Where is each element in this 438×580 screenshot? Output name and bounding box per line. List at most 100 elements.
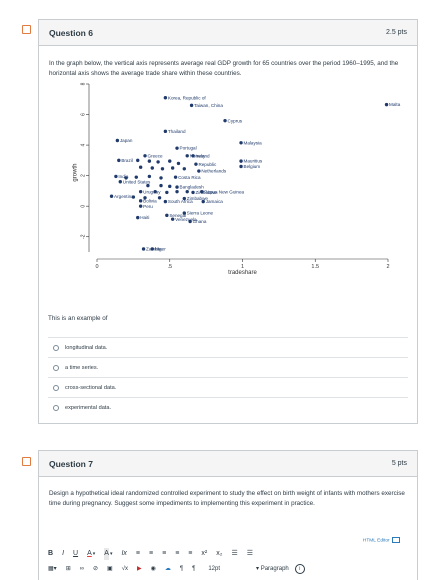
answer-option-2[interactable]: a time series. xyxy=(48,357,408,377)
point-label: Portugal xyxy=(180,146,197,151)
scatter-point xyxy=(115,138,120,143)
scatter-point xyxy=(150,247,154,251)
scatter-point xyxy=(138,189,143,194)
point-label: Ghana xyxy=(193,219,207,224)
indent-button[interactable]: ≡ xyxy=(188,550,193,557)
scatter-point xyxy=(118,180,122,184)
scatter-point xyxy=(185,154,189,158)
point-label: Venezuela xyxy=(175,217,197,222)
format-select[interactable]: ▾ Paragraph xyxy=(256,566,289,572)
y-tick-label: 4 xyxy=(80,143,86,146)
upload-icon[interactable]: ☁ xyxy=(164,566,171,572)
bullet-list-button[interactable]: ☰ xyxy=(231,550,238,557)
scatter-chart: -2 0 2 4 6 8 0 .5 1 1.5 2 tradeshare growth Korea, Re… xyxy=(50,82,406,307)
point-label: Mauritius xyxy=(244,159,263,164)
point-label: Thailand xyxy=(168,129,186,134)
scatter-point xyxy=(188,219,192,224)
scatter-point xyxy=(182,167,186,171)
point-label: Malta xyxy=(389,102,401,107)
question-prompt: In the graph below, the vertical axis re… xyxy=(49,60,399,77)
radio-button[interactable] xyxy=(53,344,59,351)
scatter-point xyxy=(160,167,165,171)
point-label: Jamaica xyxy=(206,199,224,204)
point-label: Peru xyxy=(143,204,153,209)
scatter-point xyxy=(168,159,172,163)
html-editor-link[interactable]: HTML Editor xyxy=(363,537,400,543)
scatter-point xyxy=(159,176,163,180)
point-label: South Africa xyxy=(168,199,193,204)
font-color-button[interactable]: A xyxy=(87,550,92,557)
scatter-point xyxy=(175,146,179,150)
flag-question-7-icon[interactable] xyxy=(22,457,31,466)
scatter-point xyxy=(176,161,181,166)
align-justify-button[interactable]: ≡ xyxy=(175,550,180,557)
html-editor-label: HTML Editor xyxy=(362,538,390,544)
scatter-point xyxy=(185,189,189,194)
y-axis-label: growth xyxy=(73,164,79,182)
answer-option-3[interactable]: cross-sectional data. xyxy=(48,377,408,397)
underline-button[interactable]: U xyxy=(73,550,79,557)
point-label: Bolivia xyxy=(143,198,157,203)
point-label: Brazil xyxy=(121,158,133,163)
radio-button[interactable] xyxy=(53,364,59,371)
italic-button[interactable]: I xyxy=(62,550,65,557)
point-label: Uruguay xyxy=(143,189,161,194)
align-left-button[interactable]: ≡ xyxy=(135,550,140,557)
scatter-point xyxy=(150,166,154,170)
scatter-point xyxy=(223,118,227,123)
scatter-point xyxy=(147,174,152,179)
flag-question-6-icon[interactable] xyxy=(22,25,31,34)
superscript-button[interactable]: x² xyxy=(201,550,208,557)
bold-button[interactable]: B xyxy=(48,550,54,557)
scatter-point xyxy=(134,175,138,179)
paragraph-icon[interactable]: ¶ xyxy=(192,566,196,572)
answer-option-1[interactable]: longitudinal data. xyxy=(48,337,408,357)
media-icon[interactable]: ▶ xyxy=(137,566,142,572)
scatter-point xyxy=(163,129,168,134)
point-label: Republic xyxy=(198,162,217,167)
y-tick-label: -2 xyxy=(80,234,86,239)
answer-label: experimental data. xyxy=(65,404,112,411)
scatter-point xyxy=(194,162,198,166)
highlight-dropdown[interactable]: ▾ xyxy=(109,551,113,557)
record-icon[interactable]: ◉ xyxy=(150,566,156,572)
x-tick-label: 2 xyxy=(386,264,389,270)
highlight-button[interactable]: A xyxy=(104,548,109,560)
unlink-icon[interactable]: ⊘ xyxy=(93,566,99,572)
scatter-point xyxy=(146,183,150,188)
point-label: Argentina xyxy=(114,194,134,199)
table-icon[interactable]: ▦▾ xyxy=(48,566,57,572)
point-label: Papua New Guinea xyxy=(204,189,244,194)
image-icon[interactable]: ▣ xyxy=(107,566,113,572)
question-header: Question 7 5 pts xyxy=(39,451,417,477)
accessibility-icon[interactable]: i xyxy=(294,564,305,574)
scatter-point xyxy=(163,199,168,204)
answer-label: cross-sectional data. xyxy=(65,384,117,391)
y-tick-label: 0 xyxy=(80,205,86,208)
editor-toolbar-row-2: ▦▾ ⊞ ∞ ⊘ ▣ √x ▶ ◉ ☁ ¶ ¶ 12pt ▾ Paragraph… xyxy=(48,563,410,575)
clear-format-button[interactable]: Ix xyxy=(121,550,127,557)
link-icon[interactable]: ∞ xyxy=(79,566,84,572)
embed-icon[interactable]: ⊞ xyxy=(65,566,71,572)
radio-button[interactable] xyxy=(53,404,59,411)
point-label: Zimbabwe xyxy=(187,196,209,201)
numbered-list-button[interactable]: ☰ xyxy=(246,550,253,557)
font-color-dropdown[interactable]: ▾ xyxy=(92,551,96,557)
radio-button[interactable] xyxy=(53,384,59,391)
question-title: Question 7 xyxy=(49,458,93,469)
point-label: United States xyxy=(123,179,151,184)
scatter-point xyxy=(163,96,168,100)
font-size-select[interactable]: 12pt xyxy=(208,566,221,572)
subscript-button[interactable]: x₂ xyxy=(216,550,223,557)
align-right-button[interactable]: ≡ xyxy=(162,550,167,557)
scatter-point xyxy=(143,154,147,158)
math-icon[interactable]: √x xyxy=(121,566,128,572)
scatter-point xyxy=(157,196,162,200)
align-center-button[interactable]: ≡ xyxy=(149,550,154,557)
directionality-icon[interactable]: ¶ xyxy=(179,566,184,572)
answer-option-4[interactable]: experimental data. xyxy=(48,397,408,417)
point-label: Malaysia xyxy=(244,140,263,145)
scatter-point xyxy=(239,141,243,145)
scatter-point xyxy=(138,204,143,208)
scatter-point xyxy=(197,169,201,173)
